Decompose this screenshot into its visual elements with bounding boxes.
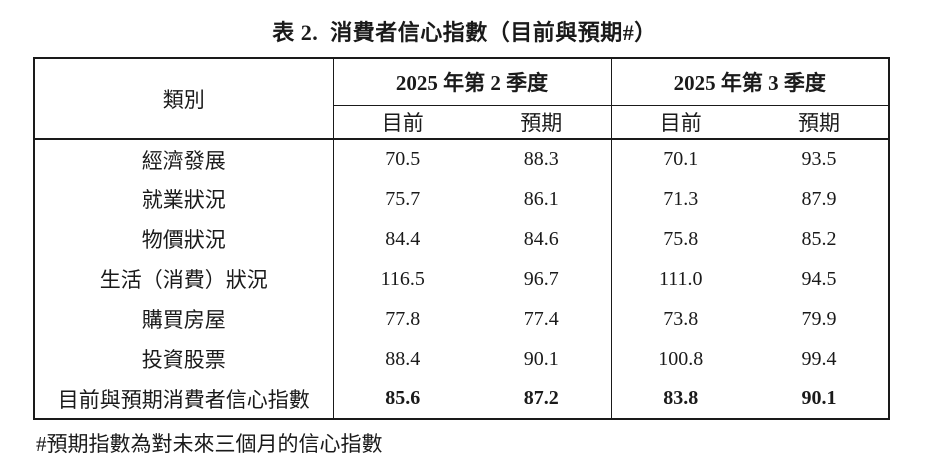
value-q2-expected: 84.6 <box>523 227 559 250</box>
value-q3-current: 111.0 <box>610 259 750 299</box>
value-q3-current: 100.8 <box>610 339 750 379</box>
value-q3-current: 75.8 <box>610 219 750 259</box>
value-q3-expected: 99.4 <box>801 347 837 370</box>
column-header-category: 類別 <box>34 58 333 140</box>
value-q2-expected: 86.1 <box>523 187 559 210</box>
column-header-2025-q3: 2025 年第 3 季度 <box>610 58 889 106</box>
value-q3-current: 83.8 <box>610 379 750 419</box>
row-label: 就業狀況 <box>141 188 226 212</box>
value-q2-current: 75.7 <box>332 179 472 219</box>
value-q3-current: 70.1 <box>610 139 750 179</box>
value-q2-current: 70.5 <box>332 139 472 179</box>
value-q3-expected: 79.9 <box>801 307 837 330</box>
value-q3-expected: 94.5 <box>801 267 837 290</box>
column-header-2025-q2: 2025 年第 2 季度 <box>332 58 611 106</box>
table-row-economy: 經濟發展 70.5 88.3 70.1 93.5 <box>34 139 889 179</box>
value-q3-expected: 90.1 <box>801 387 837 409</box>
table-row-livelihood: 生活（消費）狀況 116.5 96.7 111.0 94.5 <box>34 259 889 299</box>
row-label: 物價狀況 <box>141 228 226 252</box>
table-row-prices: 物價狀況 84.4 84.6 75.8 85.2 <box>34 219 889 259</box>
quarter-header-row: 類別 2025 年第 2 季度 2025 年第 3 季度 <box>34 58 889 140</box>
value-q2-current: 85.6 <box>332 379 472 419</box>
table-row-house-purchase: 購買房屋 77.8 77.4 73.8 79.9 <box>34 299 889 339</box>
row-label: 購買房屋 <box>141 308 226 332</box>
value-q3-current: 73.8 <box>610 299 750 339</box>
value-q2-expected: 96.7 <box>523 267 559 290</box>
sub-header-q2-current: 目前 <box>332 105 472 140</box>
value-q3-expected: 87.9 <box>801 187 837 210</box>
sub-header-q3-current: 目前 <box>610 105 750 140</box>
sub-header-q3-expected: 預期 <box>750 105 889 140</box>
consumer-confidence-table: 類別 2025 年第 2 季度 2025 年第 3 季度 目前 預期 目前 預期… <box>33 57 890 420</box>
value-q3-expected: 93.5 <box>801 148 837 170</box>
footnote: #預期指數為對未來三個月的信心指數 <box>36 432 383 456</box>
table-row-employment: 就業狀況 75.7 86.1 71.3 87.9 <box>34 179 889 219</box>
table-title: 表 2. 消費者信心指數（目前與預期#） <box>272 20 657 45</box>
value-q2-current: 116.5 <box>332 259 472 299</box>
sub-header-row: 目前 預期 目前 預期 <box>34 105 889 140</box>
value-q2-current: 88.4 <box>332 339 472 379</box>
sub-header-q2-expected: 預期 <box>472 105 611 140</box>
value-q2-current: 77.8 <box>332 299 472 339</box>
value-q2-expected: 88.3 <box>523 148 559 170</box>
row-label: 經濟發展 <box>141 148 226 173</box>
value-q2-expected: 87.2 <box>523 387 559 409</box>
value-q2-expected: 77.4 <box>523 307 559 330</box>
table-row-stock-investment: 投資股票 88.4 90.1 100.8 99.4 <box>34 339 889 379</box>
value-q3-current: 71.3 <box>610 179 750 219</box>
value-q2-current: 84.4 <box>332 219 472 259</box>
table-row-overall-index: 目前與預期消費者信心指數 85.6 87.2 83.8 90.1 <box>34 379 889 419</box>
row-label: 生活（消費）狀況 <box>99 268 268 292</box>
row-label: 投資股票 <box>141 348 226 372</box>
row-label: 目前與預期消費者信心指數 <box>57 387 310 412</box>
value-q3-expected: 85.2 <box>801 227 837 250</box>
value-q2-expected: 90.1 <box>523 347 559 370</box>
